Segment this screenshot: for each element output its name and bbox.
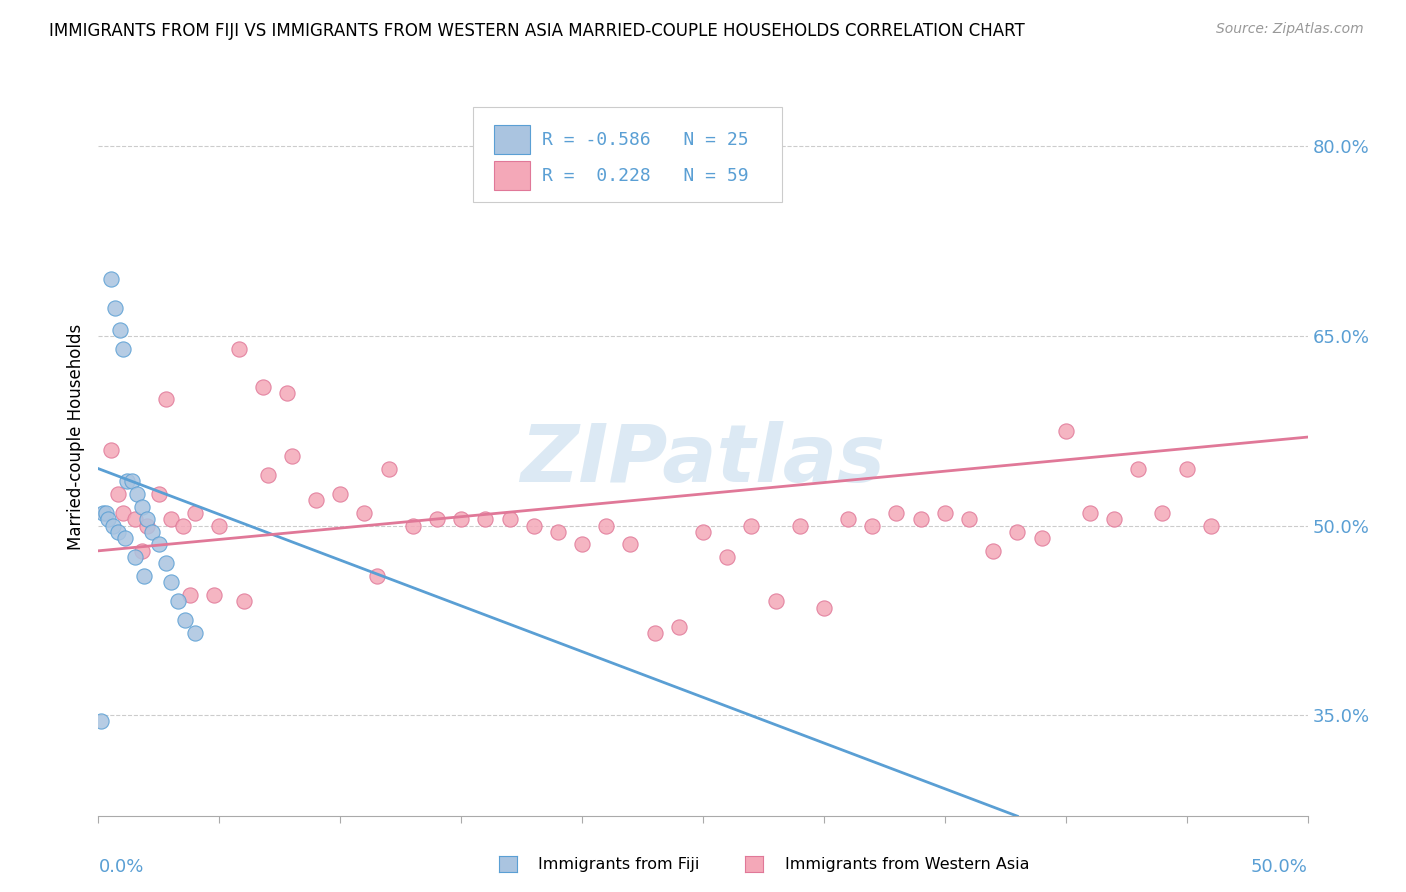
Y-axis label: Married-couple Households: Married-couple Households <box>66 324 84 550</box>
Point <box>934 506 956 520</box>
Point <box>281 449 304 463</box>
Point <box>117 475 139 489</box>
Point <box>228 342 250 356</box>
FancyBboxPatch shape <box>494 126 530 154</box>
Point <box>571 537 593 551</box>
Point <box>148 537 170 551</box>
Point <box>498 512 520 526</box>
Point <box>305 493 328 508</box>
Point <box>127 487 149 501</box>
Point <box>131 500 153 514</box>
Point <box>135 518 157 533</box>
Point <box>114 531 136 545</box>
Point <box>160 575 183 590</box>
Point <box>765 594 787 608</box>
Text: Source: ZipAtlas.com: Source: ZipAtlas.com <box>1216 22 1364 37</box>
Text: Immigrants from Fiji: Immigrants from Fiji <box>538 857 700 871</box>
Text: 50.0%: 50.0% <box>1251 858 1308 876</box>
Point <box>204 588 226 602</box>
Point <box>184 626 207 640</box>
Point <box>1152 506 1174 520</box>
Point <box>155 392 177 407</box>
Point <box>121 475 143 489</box>
Point <box>910 512 932 526</box>
Point <box>174 613 197 627</box>
Point <box>91 506 114 520</box>
Point <box>1102 512 1125 526</box>
Point <box>402 518 425 533</box>
Point <box>377 461 399 475</box>
Point <box>111 342 134 356</box>
Point <box>595 518 617 533</box>
Point <box>886 506 908 520</box>
Point <box>353 506 375 520</box>
Point <box>1078 506 1101 520</box>
Point <box>107 487 129 501</box>
Point <box>100 272 122 286</box>
Point <box>252 379 274 393</box>
Point <box>148 487 170 501</box>
Point <box>179 588 201 602</box>
Point <box>740 518 762 533</box>
Point <box>124 550 146 565</box>
Point <box>141 524 163 539</box>
Point <box>256 467 278 482</box>
Point <box>1128 461 1150 475</box>
Point <box>716 550 738 565</box>
Point <box>523 518 546 533</box>
Point <box>474 512 496 526</box>
Point <box>366 569 388 583</box>
Point <box>837 512 859 526</box>
Point <box>167 594 190 608</box>
Point <box>1007 524 1029 539</box>
Point <box>155 557 177 571</box>
Point <box>208 518 231 533</box>
Text: Immigrants from Western Asia: Immigrants from Western Asia <box>785 857 1029 871</box>
Point <box>692 524 714 539</box>
Point <box>789 518 811 533</box>
Point <box>172 518 194 533</box>
Text: IMMIGRANTS FROM FIJI VS IMMIGRANTS FROM WESTERN ASIA MARRIED-COUPLE HOUSEHOLDS C: IMMIGRANTS FROM FIJI VS IMMIGRANTS FROM … <box>49 22 1025 40</box>
Point <box>547 524 569 539</box>
Point <box>1054 424 1077 438</box>
Point <box>160 512 183 526</box>
Point <box>124 512 146 526</box>
Point <box>232 594 254 608</box>
Point <box>813 600 835 615</box>
Point <box>131 543 153 558</box>
Point <box>90 714 112 729</box>
Point <box>97 512 120 526</box>
Point <box>101 518 124 533</box>
Point <box>450 512 472 526</box>
Point <box>108 323 131 337</box>
Point <box>668 619 690 633</box>
Point <box>184 506 207 520</box>
Point <box>981 543 1004 558</box>
Point <box>111 506 134 520</box>
Point <box>644 626 666 640</box>
Text: ZIPatlas: ZIPatlas <box>520 421 886 499</box>
Text: R =  0.228   N = 59: R = 0.228 N = 59 <box>543 167 749 185</box>
Point <box>426 512 449 526</box>
Point <box>957 512 980 526</box>
Point <box>135 512 157 526</box>
Point <box>1175 461 1198 475</box>
Point <box>104 301 127 315</box>
Text: R = -0.586   N = 25: R = -0.586 N = 25 <box>543 131 749 149</box>
Point <box>276 385 298 400</box>
Point <box>619 537 641 551</box>
Point <box>1031 531 1053 545</box>
Point <box>134 569 156 583</box>
Point <box>100 442 122 457</box>
Point <box>329 487 352 501</box>
FancyBboxPatch shape <box>494 161 530 190</box>
Point <box>1199 518 1222 533</box>
Text: 0.0%: 0.0% <box>98 858 143 876</box>
FancyBboxPatch shape <box>474 107 782 202</box>
Point <box>107 524 129 539</box>
Point <box>860 518 883 533</box>
Point <box>94 506 117 520</box>
